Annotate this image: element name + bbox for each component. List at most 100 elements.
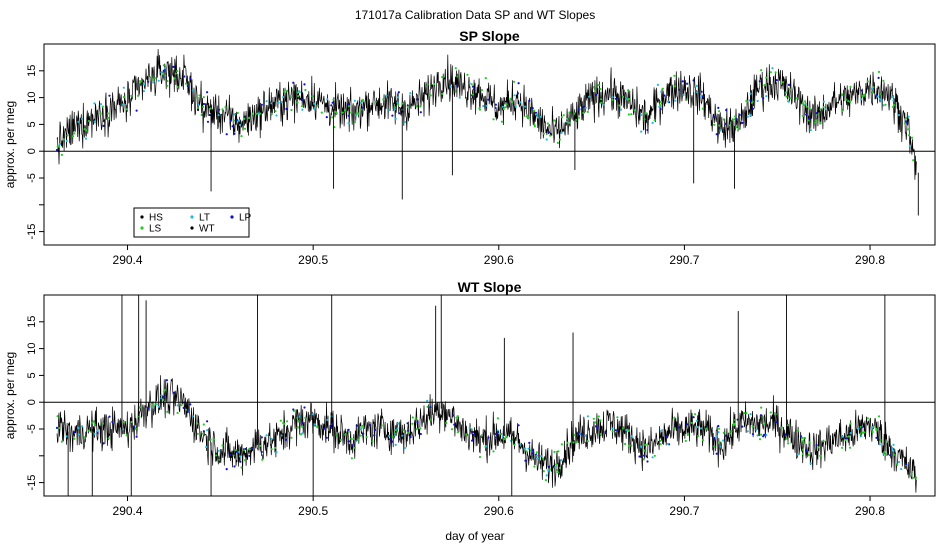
calibration-point: [562, 114, 565, 117]
calibration-point: [787, 100, 791, 103]
calibration-point: [341, 111, 344, 114]
calibration-point: [891, 105, 895, 109]
calibration-point: [362, 106, 365, 109]
calibration-point: [751, 107, 755, 110]
series-trace: [56, 375, 917, 493]
calibration-point: [717, 424, 720, 428]
calibration-point: [449, 85, 452, 88]
calibration-point: [332, 98, 335, 101]
calibration-point: [511, 100, 514, 104]
calibration-point: [573, 112, 576, 115]
calibration-point: [122, 103, 125, 106]
calibration-point: [96, 429, 99, 432]
calibration-point: [73, 431, 76, 434]
calibration-point: [544, 479, 548, 482]
calibration-point: [389, 438, 392, 441]
calibration-point: [292, 408, 295, 411]
calibration-point: [715, 133, 718, 136]
calibration-point: [470, 428, 473, 431]
calibration-point: [805, 449, 808, 452]
calibration-point: [784, 91, 787, 94]
calibration-point: [568, 121, 571, 124]
calibration-point: [160, 397, 163, 400]
calibration-point: [282, 96, 285, 99]
calibration-point: [651, 121, 654, 124]
calibration-point: [630, 444, 633, 447]
calibration-point: [696, 425, 699, 429]
calibration-point: [290, 96, 293, 99]
calibration-point: [344, 433, 347, 436]
calibration-point: [548, 465, 551, 468]
calibration-point: [804, 437, 807, 440]
calibration-point: [659, 443, 662, 446]
calibration-point: [140, 406, 143, 409]
calibration-point: [397, 91, 400, 94]
calibration-point: [592, 86, 595, 89]
calibration-point: [500, 432, 503, 435]
calibration-point: [558, 138, 561, 141]
calibration-point: [849, 100, 852, 103]
calibration-point: [397, 422, 400, 425]
calibration-point: [822, 440, 825, 443]
calibration-point: [531, 107, 534, 110]
calibration-point: [805, 113, 808, 116]
y-tick-label: 15: [26, 316, 38, 328]
calibration-point: [111, 420, 114, 423]
calibration-point: [347, 428, 350, 431]
calibration-point: [160, 394, 163, 397]
calibration-point: [277, 101, 280, 104]
calibration-point: [516, 92, 520, 95]
calibration-point: [398, 438, 401, 441]
calibration-point: [801, 440, 805, 443]
calibration-point: [580, 433, 583, 436]
x-tick-label: 290.6: [484, 504, 514, 518]
calibration-point: [582, 111, 585, 114]
calibration-point: [848, 446, 852, 449]
calibration-point: [575, 441, 578, 444]
calibration-point: [335, 112, 338, 115]
calibration-point: [391, 435, 394, 439]
calibration-point: [206, 420, 209, 423]
calibration-point: [871, 87, 874, 90]
calibration-point: [882, 79, 885, 82]
calibration-point: [513, 94, 516, 97]
calibration-point: [674, 85, 677, 88]
calibration-point: [572, 441, 575, 444]
calibration-point: [99, 103, 102, 106]
calibration-point: [196, 106, 199, 109]
calibration-point: [183, 75, 186, 78]
calibration-point: [209, 438, 212, 441]
calibration-point: [471, 85, 475, 88]
calibration-point: [160, 71, 163, 74]
calibration-point: [80, 425, 84, 428]
plot-frame: [43, 43, 936, 246]
y-tick-label: 5: [26, 372, 38, 378]
calibration-point: [746, 100, 749, 103]
calibration-point: [788, 88, 791, 91]
calibration-point: [280, 100, 283, 104]
calibration-point: [388, 434, 391, 437]
calibration-point: [87, 429, 91, 432]
calibration-point: [857, 427, 860, 430]
calibration-point: [165, 379, 168, 382]
calibration-point: [784, 433, 787, 436]
calibration-point: [478, 107, 481, 110]
calibration-point: [896, 463, 899, 466]
calibration-point: [700, 427, 703, 430]
calibration-point: [758, 438, 762, 441]
calibration-point: [296, 91, 299, 94]
calibration-point: [718, 427, 721, 430]
calibration-point: [243, 117, 246, 120]
calibration-point: [660, 430, 663, 433]
calibration-point: [599, 88, 602, 91]
calibration-point: [694, 413, 697, 416]
calibration-point: [180, 404, 183, 407]
calibration-point: [250, 446, 253, 449]
calibration-point: [730, 430, 733, 433]
calibration-point: [209, 107, 212, 110]
calibration-point: [394, 443, 397, 446]
calibration-point: [261, 458, 264, 461]
calibration-point: [594, 90, 597, 93]
calibration-point: [147, 406, 150, 409]
calibration-point: [566, 117, 569, 120]
